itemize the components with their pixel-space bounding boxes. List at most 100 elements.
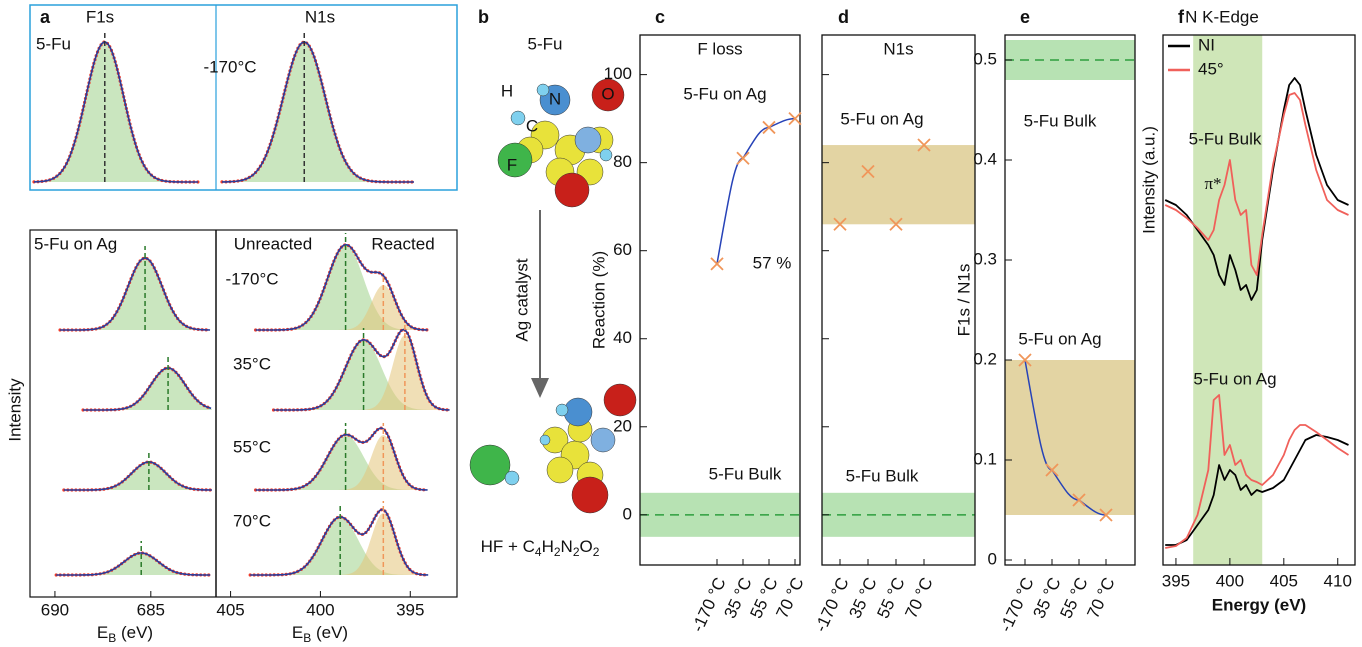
x-axis-label: EB (eV) bbox=[97, 623, 153, 645]
legend-label: NI bbox=[1198, 35, 1215, 54]
sample-label: 5-Fu on Ag bbox=[683, 84, 766, 103]
product-label-part: 4 bbox=[535, 545, 542, 559]
axes-title: N1s bbox=[883, 39, 913, 58]
legend-label: 45° bbox=[1198, 59, 1224, 78]
axes-frame bbox=[821, 34, 976, 566]
x-tick-label: 395 bbox=[396, 600, 424, 619]
x-tick-label: 405 bbox=[1270, 571, 1298, 590]
panel-label: a bbox=[40, 7, 51, 27]
marker bbox=[1045, 463, 1059, 477]
fit-curve bbox=[60, 257, 211, 331]
atom bbox=[563, 397, 593, 427]
x-tick-label: 400 bbox=[1216, 571, 1244, 590]
atom-label: H bbox=[501, 81, 513, 100]
temperature-label: -170°C bbox=[203, 57, 256, 76]
reference-label: 5-Fu Bulk bbox=[846, 466, 919, 485]
marker bbox=[1018, 353, 1032, 367]
panel-label: f bbox=[1178, 7, 1185, 27]
x-tick-label: 395 bbox=[1162, 571, 1190, 590]
product-label: HF + C4H2N2O2 bbox=[481, 537, 600, 559]
marker bbox=[889, 217, 903, 231]
panel-label: c bbox=[655, 7, 665, 27]
peak-component bbox=[255, 285, 429, 330]
marker bbox=[762, 120, 776, 135]
atom-label: F bbox=[507, 155, 517, 174]
y-tick-label: 40 bbox=[613, 328, 632, 347]
on-ag-frame bbox=[29, 229, 458, 598]
fit-curve bbox=[273, 328, 450, 411]
marker bbox=[833, 217, 847, 231]
annotation: 5-Fu Bulk bbox=[1189, 129, 1262, 148]
temperature-label: 70°C bbox=[233, 511, 271, 530]
product-label-part: N bbox=[561, 537, 573, 556]
x-axis-label-part: E bbox=[97, 623, 108, 642]
peak-component bbox=[63, 462, 212, 490]
y-tick-label: 0.3 bbox=[973, 249, 997, 268]
reference-label: 5-Fu Bulk bbox=[709, 464, 782, 483]
temperature-label: 35°C bbox=[233, 354, 271, 373]
axes-title: F loss bbox=[697, 39, 742, 58]
marker bbox=[710, 257, 724, 271]
product-label-part: 2 bbox=[554, 545, 561, 559]
sample-label: 5-Fu on Ag bbox=[1018, 329, 1101, 348]
column-title: N1s bbox=[305, 7, 335, 26]
y-tick-label: 0.2 bbox=[973, 349, 997, 368]
y-tick-label: 0 bbox=[988, 549, 997, 568]
peak-component bbox=[255, 245, 429, 330]
sample-label: 5-Fu on Ag bbox=[840, 109, 923, 128]
marker bbox=[917, 138, 931, 152]
fit-curve bbox=[250, 508, 429, 576]
axes-frame bbox=[1162, 34, 1356, 566]
atom bbox=[510, 110, 526, 126]
y-tick-label: 0.1 bbox=[973, 449, 997, 468]
peak-component bbox=[255, 435, 429, 490]
atom bbox=[590, 427, 616, 453]
reacted-label: Reacted bbox=[371, 234, 434, 253]
value-label: 57 % bbox=[753, 253, 792, 272]
spectrum-line bbox=[1165, 394, 1349, 549]
atom bbox=[603, 383, 637, 417]
fit-line bbox=[716, 117, 796, 265]
product-label-part: H bbox=[542, 537, 554, 556]
arrow-label: Ag catalyst bbox=[512, 258, 531, 341]
fit-curve bbox=[255, 243, 428, 331]
x-tick-label: -170 °C bbox=[996, 575, 1038, 635]
atom-label: N bbox=[549, 89, 561, 108]
temperature-label: -170°C bbox=[225, 269, 278, 288]
peak-component bbox=[250, 513, 429, 575]
atom bbox=[539, 434, 551, 446]
marker bbox=[1072, 493, 1086, 507]
peak-component bbox=[273, 340, 450, 410]
sample-band bbox=[822, 145, 975, 225]
annotation: 5-Fu on Ag bbox=[1193, 369, 1276, 388]
x-tick-label: 70 °C bbox=[901, 575, 936, 622]
reference-label: 5-Fu bbox=[36, 34, 71, 53]
legend-title: N K-Edge bbox=[1185, 7, 1259, 26]
atom bbox=[574, 126, 602, 154]
y-axis-label: F1s / N1s bbox=[954, 264, 973, 337]
fit-curve bbox=[56, 552, 211, 576]
temperature-label: 55°C bbox=[233, 437, 271, 456]
peak-component bbox=[250, 517, 429, 575]
x-axis-label-part: (eV) bbox=[311, 623, 348, 642]
fit-curve bbox=[222, 41, 414, 183]
product-label-part: 2 bbox=[593, 545, 600, 559]
y-tick-label: 20 bbox=[613, 416, 632, 435]
x-tick-label: -170 °C bbox=[811, 575, 853, 635]
axes-frame bbox=[1004, 34, 1136, 566]
product-label-part: HF + C bbox=[481, 537, 535, 556]
atom bbox=[554, 172, 590, 208]
atom-label: C bbox=[526, 116, 538, 135]
atom-label: O bbox=[601, 84, 614, 103]
reactant-label: 5-Fu bbox=[528, 34, 563, 53]
atom bbox=[571, 476, 609, 514]
spectrum-line bbox=[1164, 77, 1349, 301]
atom bbox=[555, 403, 569, 417]
y-tick-label: 0.4 bbox=[973, 149, 997, 168]
axes-frame bbox=[639, 34, 801, 566]
x-axis-label: EB (eV) bbox=[292, 623, 348, 645]
y-tick-label: 0 bbox=[623, 504, 632, 523]
panel-label: d bbox=[838, 7, 849, 27]
